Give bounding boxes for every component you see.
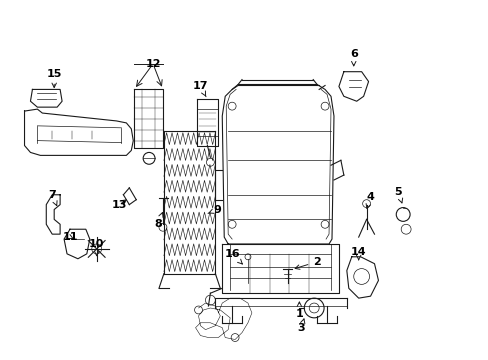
Text: 4: 4 xyxy=(366,192,374,208)
Text: 17: 17 xyxy=(192,81,208,97)
Text: 9: 9 xyxy=(207,204,221,215)
Text: 1: 1 xyxy=(295,302,303,319)
Text: 6: 6 xyxy=(349,49,357,66)
Text: 16: 16 xyxy=(224,249,242,264)
Text: 10: 10 xyxy=(89,239,104,256)
Text: 8: 8 xyxy=(154,212,163,229)
Text: 13: 13 xyxy=(112,199,127,210)
Text: 5: 5 xyxy=(394,187,402,203)
Text: 3: 3 xyxy=(297,319,305,333)
Text: 12: 12 xyxy=(145,59,161,69)
Text: 7: 7 xyxy=(48,190,57,206)
Text: 2: 2 xyxy=(295,257,321,269)
Text: 11: 11 xyxy=(62,232,78,242)
Text: 14: 14 xyxy=(350,247,366,260)
Text: 15: 15 xyxy=(46,69,62,87)
